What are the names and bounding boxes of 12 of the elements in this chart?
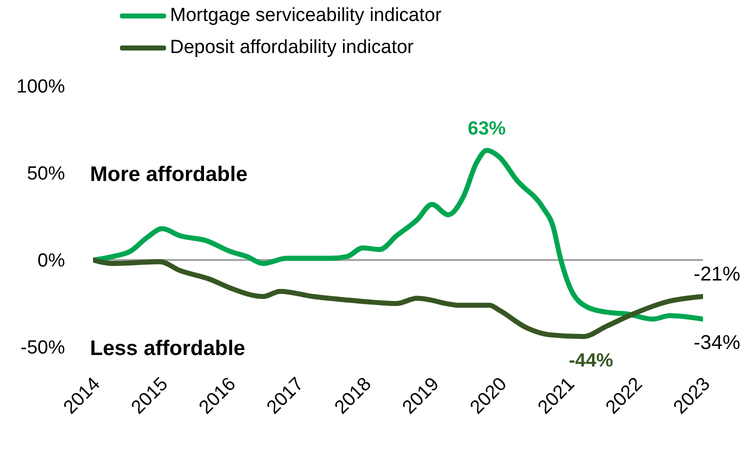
legend-label: Deposit affordability indicator xyxy=(170,37,414,59)
y-tick-label: -50% xyxy=(20,338,66,359)
legend-label: Mortgage serviceability indicator xyxy=(170,5,442,27)
y-tick-label: 0% xyxy=(38,250,66,272)
annotation: -21% xyxy=(694,264,741,286)
annotation: 63% xyxy=(468,118,506,140)
y-tick-label: 50% xyxy=(26,164,66,185)
annotation: More affordable xyxy=(90,163,248,186)
annotation: -34% xyxy=(694,332,741,354)
annotation: -44% xyxy=(568,350,614,372)
annotation: Less affordable xyxy=(90,337,246,360)
y-tick-label: 100% xyxy=(16,76,66,98)
